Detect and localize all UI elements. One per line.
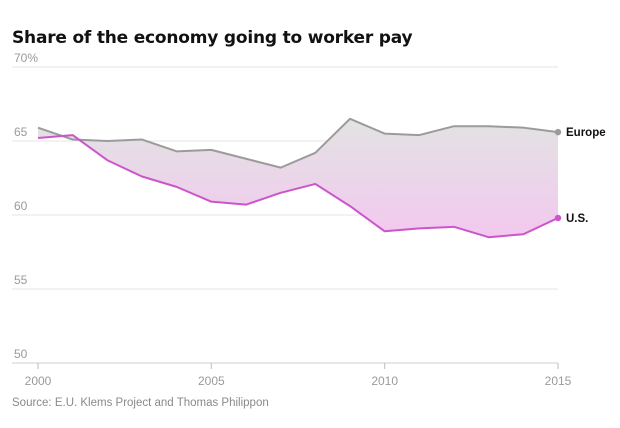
x-tick-label: 2015 — [545, 374, 572, 388]
europe-line — [37, 117, 559, 169]
y-tick-label: 50 — [14, 347, 28, 361]
y-tick-label: 70% — [14, 51, 38, 65]
tick-labels: 50 55 60 65 70% 2000 2005 2010 2015 Europe U.S. — [14, 51, 606, 388]
us-label: U.S. — [566, 213, 588, 225]
y-tick-label: 55 — [14, 273, 28, 287]
us-line — [37, 134, 559, 239]
series-lines — [37, 117, 562, 239]
x-tick-label: 2000 — [25, 374, 52, 388]
europe-label: Europe — [566, 127, 606, 139]
us-end-marker — [554, 214, 562, 222]
gap-area-fill — [38, 118, 558, 238]
gap-area — [38, 118, 558, 238]
y-tick-label: 60 — [14, 199, 28, 213]
x-tick-label: 2005 — [198, 374, 225, 388]
chart-title: Share of the economy going to worker pay — [12, 28, 413, 48]
y-tick-label: 65 — [14, 125, 28, 139]
europe-end-marker — [554, 128, 562, 136]
source-note: Source: E.U. Klems Project and Thomas Ph… — [12, 397, 269, 409]
x-tick-label: 2010 — [371, 374, 398, 388]
